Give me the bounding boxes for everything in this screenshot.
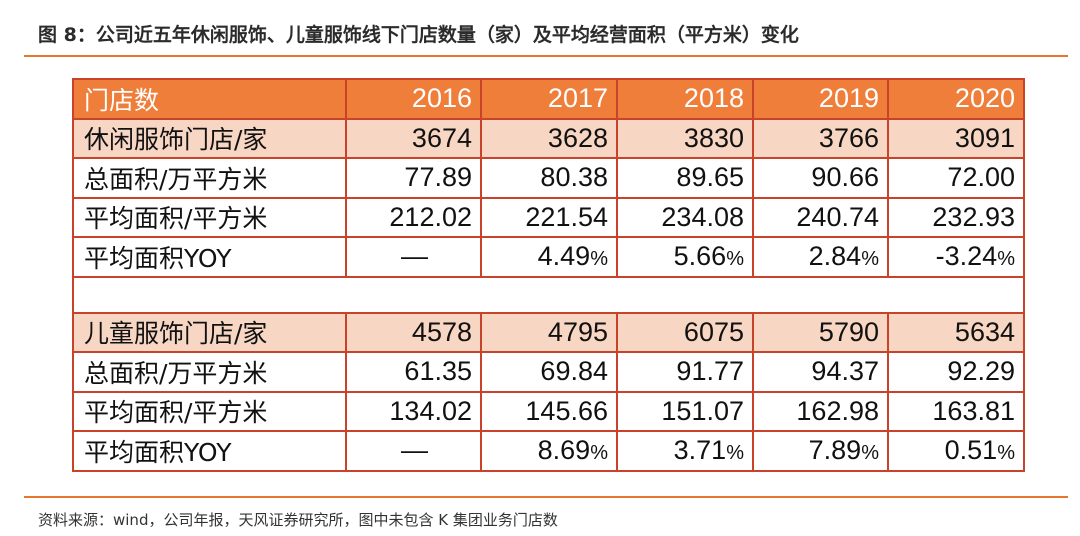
table-cell: 7.89%: [752, 430, 889, 472]
table-cell: —: [345, 430, 482, 472]
header-label: 门店数: [72, 78, 347, 120]
table-cell: 91.77: [616, 351, 754, 393]
row-label: 平均面积YOY: [72, 236, 347, 278]
table-cell: 3766: [752, 117, 889, 159]
table-cell: 3830: [616, 117, 754, 159]
table-cell: 80.38: [480, 157, 618, 199]
source-divider: [24, 496, 1068, 498]
header-year: 2016: [345, 78, 482, 120]
table-cell: 4578: [345, 311, 482, 353]
cell-value: 4.49: [537, 241, 591, 272]
table-cell: 232.93: [887, 196, 1025, 238]
table-cell: 151.07: [616, 390, 754, 432]
table-cell: 0.51%: [887, 430, 1025, 472]
table-cell: 2.84%: [752, 236, 889, 278]
header-year: 2017: [480, 78, 618, 120]
title-divider: [24, 55, 1068, 57]
table-row: 休闲服饰门店/家 3674 3628 3830 3766 3091: [72, 117, 1025, 159]
percent-sign: %: [997, 248, 1015, 271]
table-cell: 3674: [345, 117, 482, 159]
percent-sign: %: [590, 248, 608, 271]
row-label: 总面积/万平方米: [72, 351, 347, 393]
row-label: 平均面积/平方米: [72, 196, 347, 238]
row-label: 儿童服饰门店/家: [72, 311, 347, 353]
table-cell: 69.84: [480, 351, 618, 393]
row-label: 总面积/万平方米: [72, 157, 347, 199]
table-cell: 3628: [480, 117, 618, 159]
table-cell: 94.37: [752, 351, 889, 393]
cell-value: 7.89: [808, 435, 862, 466]
cell-value: —: [401, 435, 428, 466]
header-year: 2019: [752, 78, 889, 120]
percent-sign: %: [861, 442, 879, 465]
table-cell: 77.89: [345, 157, 482, 199]
table-row: 儿童服饰门店/家 4578 4795 6075 5790 5634: [72, 311, 1025, 353]
spacer-cell: [72, 275, 1025, 314]
figure-title: 图 8：公司近五年休闲服饰、儿童服饰线下门店数量（家）及平均经营面积（平方米）变…: [38, 24, 799, 46]
table-row: 总面积/万平方米 77.89 80.38 89.65 90.66 72.00: [72, 157, 1025, 199]
table-cell: 72.00: [887, 157, 1025, 199]
cell-value: 3.71: [673, 435, 727, 466]
table-row: 平均面积YOY — 8.69% 3.71% 7.89% 0.51%: [72, 430, 1025, 472]
header-year: 2020: [887, 78, 1025, 120]
table-row: 平均面积YOY — 4.49% 5.66% 2.84% -3.24%: [72, 236, 1025, 278]
cell-value: 0.51: [944, 435, 998, 466]
table-cell: 5.66%: [616, 236, 754, 278]
table-cell: 4.49%: [480, 236, 618, 278]
table-cell: 3.71%: [616, 430, 754, 472]
table-cell: 234.08: [616, 196, 754, 238]
table-cell: 134.02: [345, 390, 482, 432]
percent-sign: %: [726, 442, 744, 465]
cell-value: 8.69: [537, 435, 591, 466]
table-cell: 61.35: [345, 351, 482, 393]
table-cell: 5634: [887, 311, 1025, 353]
row-label: 平均面积YOY: [72, 430, 347, 472]
table-cell: 8.69%: [480, 430, 618, 472]
table-cell: 163.81: [887, 390, 1025, 432]
table-row: 平均面积/平方米 134.02 145.66 151.07 162.98 163…: [72, 390, 1025, 432]
cell-value: 5.66: [673, 241, 727, 272]
table-cell: -3.24%: [887, 236, 1025, 278]
table-cell: 92.29: [887, 351, 1025, 393]
table-cell: 90.66: [752, 157, 889, 199]
percent-sign: %: [590, 442, 608, 465]
header-year: 2018: [616, 78, 754, 120]
table-cell: —: [345, 236, 482, 278]
table-cell: 3091: [887, 117, 1025, 159]
table-row: 平均面积/平方米 212.02 221.54 234.08 240.74 232…: [72, 196, 1025, 238]
table-cell: 89.65: [616, 157, 754, 199]
cell-value: 2.84: [808, 241, 862, 272]
percent-sign: %: [861, 248, 879, 271]
table-cell: 6075: [616, 311, 754, 353]
table-cell: 221.54: [480, 196, 618, 238]
table-cell: 145.66: [480, 390, 618, 432]
table-cell: 162.98: [752, 390, 889, 432]
table-cell: 212.02: [345, 196, 482, 238]
percent-sign: %: [726, 248, 744, 271]
table-row: 总面积/万平方米 61.35 69.84 91.77 94.37 92.29: [72, 351, 1025, 393]
source-note: 资料来源：wind，公司年报，天风证券研究所，图中未包含 K 集团业务门店数: [38, 511, 558, 529]
row-label: 休闲服饰门店/家: [72, 117, 347, 159]
spacer-row: [72, 275, 1025, 314]
header-row: 门店数 2016 2017 2018 2019 2020: [72, 78, 1025, 120]
cell-value: -3.24: [935, 241, 998, 272]
table-cell: 5790: [752, 311, 889, 353]
store-table: 门店数 2016 2017 2018 2019 2020 休闲服饰门店/家 36…: [72, 78, 1025, 472]
table-cell: 4795: [480, 311, 618, 353]
cell-value: —: [401, 241, 428, 272]
row-label: 平均面积/平方米: [72, 390, 347, 432]
percent-sign: %: [997, 442, 1015, 465]
table-cell: 240.74: [752, 196, 889, 238]
